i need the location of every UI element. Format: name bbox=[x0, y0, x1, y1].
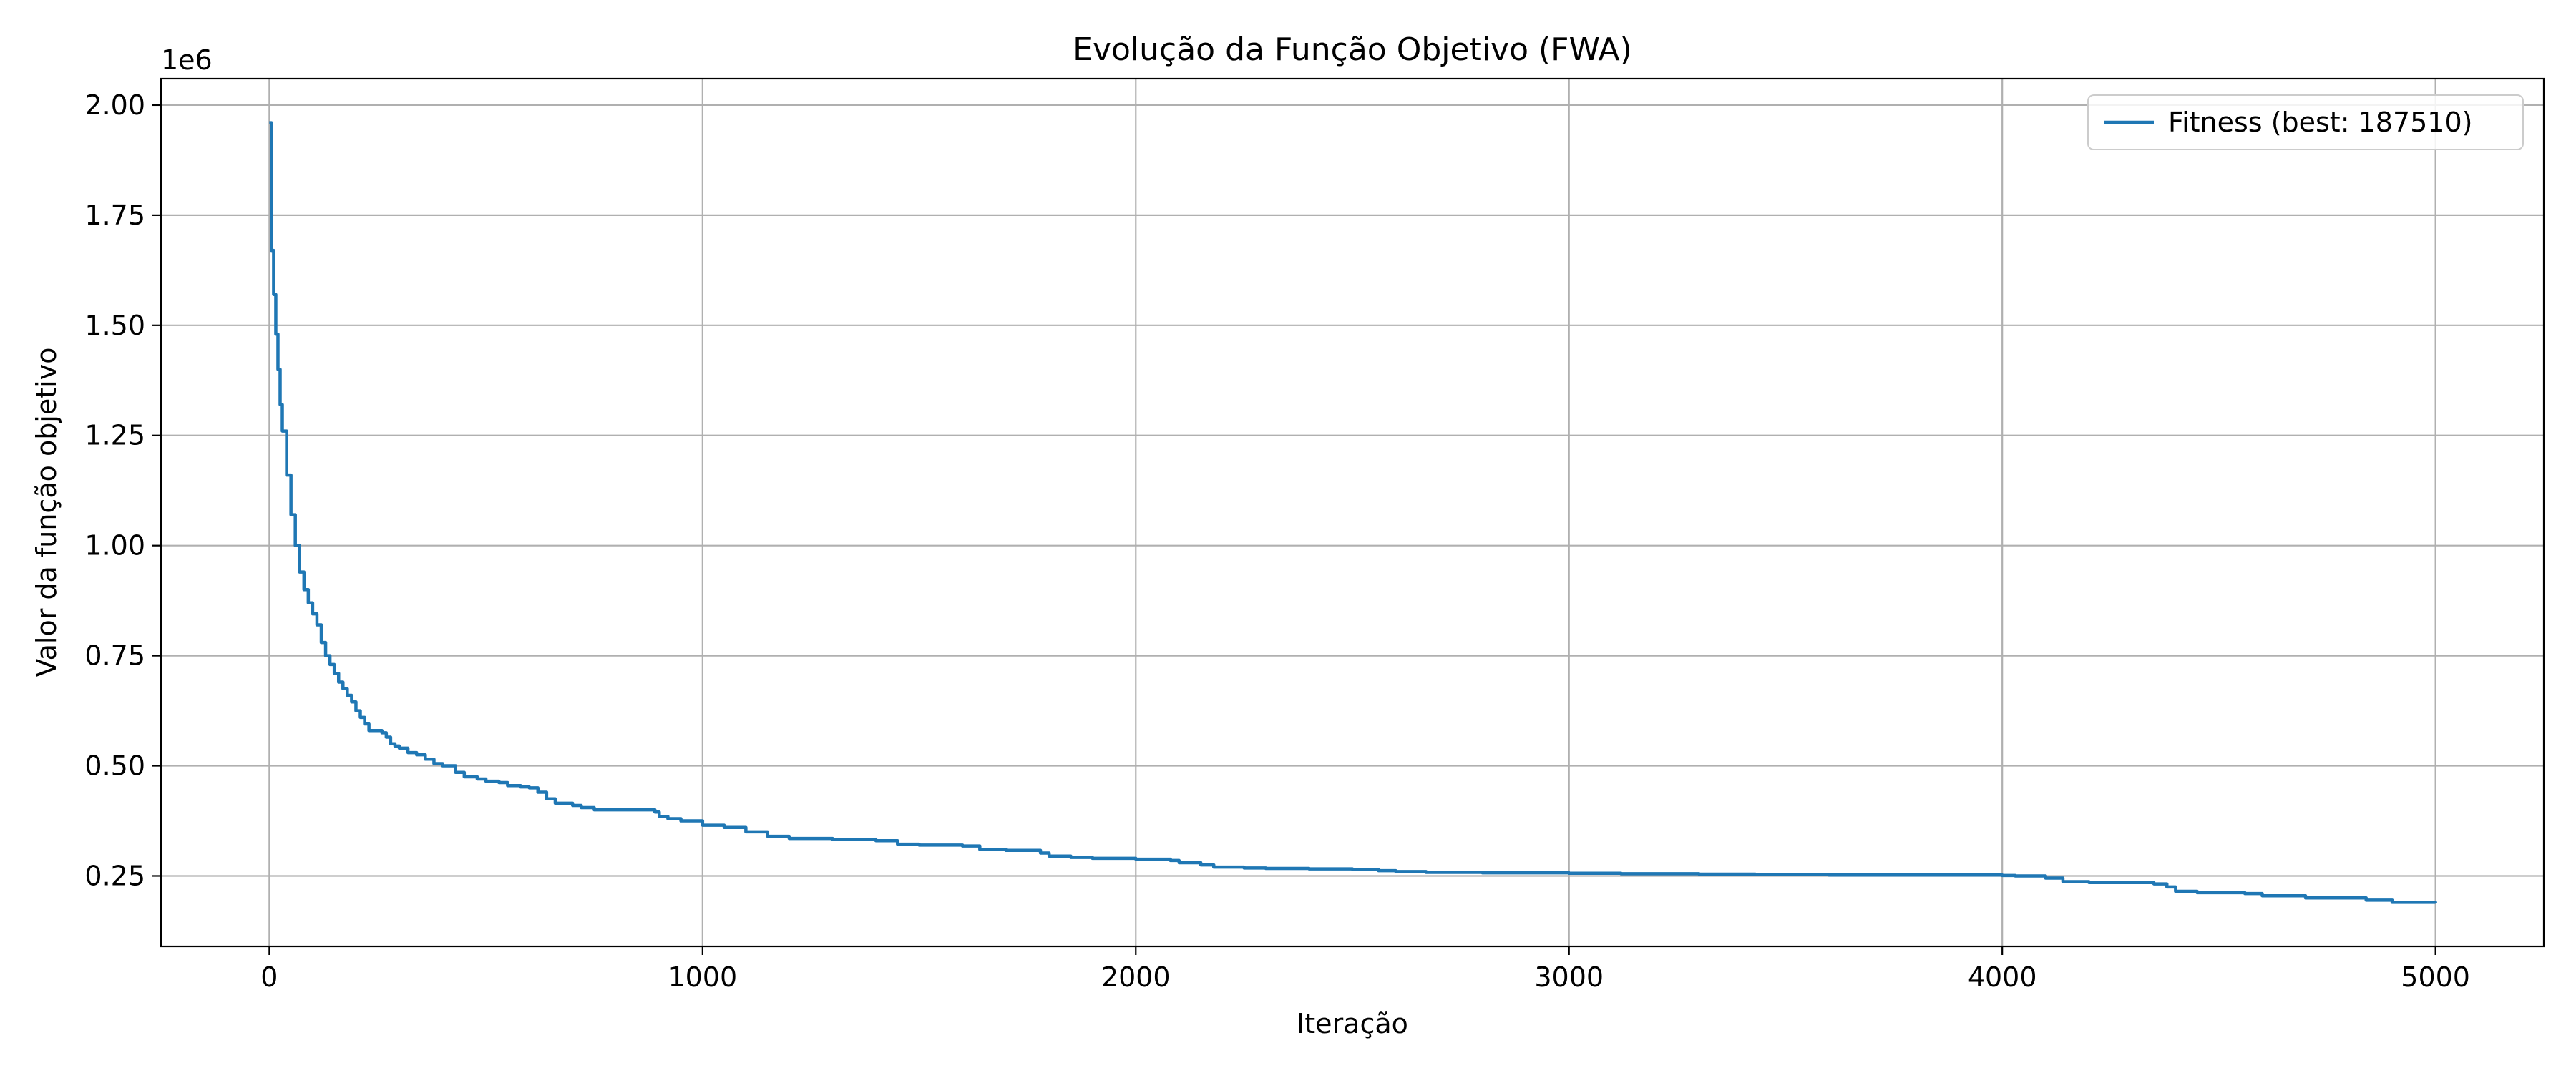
x-tick-label: 4000 bbox=[1968, 961, 2037, 993]
x-tick-label: 0 bbox=[260, 961, 278, 993]
grid bbox=[161, 79, 2544, 946]
y-offset-label: 1e6 bbox=[161, 44, 213, 76]
y-axis-label: Valor da função objetivo bbox=[31, 348, 62, 677]
axes-frame bbox=[160, 77, 2545, 948]
x-tick-label: 1000 bbox=[668, 961, 737, 993]
y-tick-label: 1.25 bbox=[84, 420, 145, 451]
series-layer bbox=[269, 121, 2437, 904]
legend-box bbox=[2087, 94, 2524, 150]
y-tick-label: 0.50 bbox=[84, 750, 145, 782]
x-tick-label: 2000 bbox=[1101, 961, 1171, 993]
plot-area bbox=[161, 79, 2544, 946]
y-tick-label: 0.25 bbox=[84, 860, 145, 891]
y-tick-label: 1.00 bbox=[84, 530, 145, 562]
legend: Fitness (best: 187510) bbox=[2087, 94, 2524, 150]
y-tick-label: 2.00 bbox=[84, 89, 145, 121]
x-tick-label: 3000 bbox=[1534, 961, 1604, 993]
series-line-fitness bbox=[269, 121, 2437, 904]
chart-title: Evolução da Função Objetivo (FWA) bbox=[1073, 31, 1632, 68]
legend-label-fitness: Fitness (best: 187510) bbox=[2168, 107, 2472, 138]
x-tick-label: 5000 bbox=[2401, 961, 2470, 993]
y-tick-label: 0.75 bbox=[84, 640, 145, 672]
y-axis-ticks: 0.25 0.50 0.75 1.00 1.25 1.50 1.75 2.00 bbox=[84, 89, 161, 891]
y-tick-label: 1.50 bbox=[84, 310, 145, 341]
x-axis-ticks: 0 1000 2000 3000 4000 5000 bbox=[260, 946, 2470, 993]
x-axis-label: Iteração bbox=[1297, 1008, 1408, 1039]
y-tick-label: 1.75 bbox=[84, 200, 145, 231]
